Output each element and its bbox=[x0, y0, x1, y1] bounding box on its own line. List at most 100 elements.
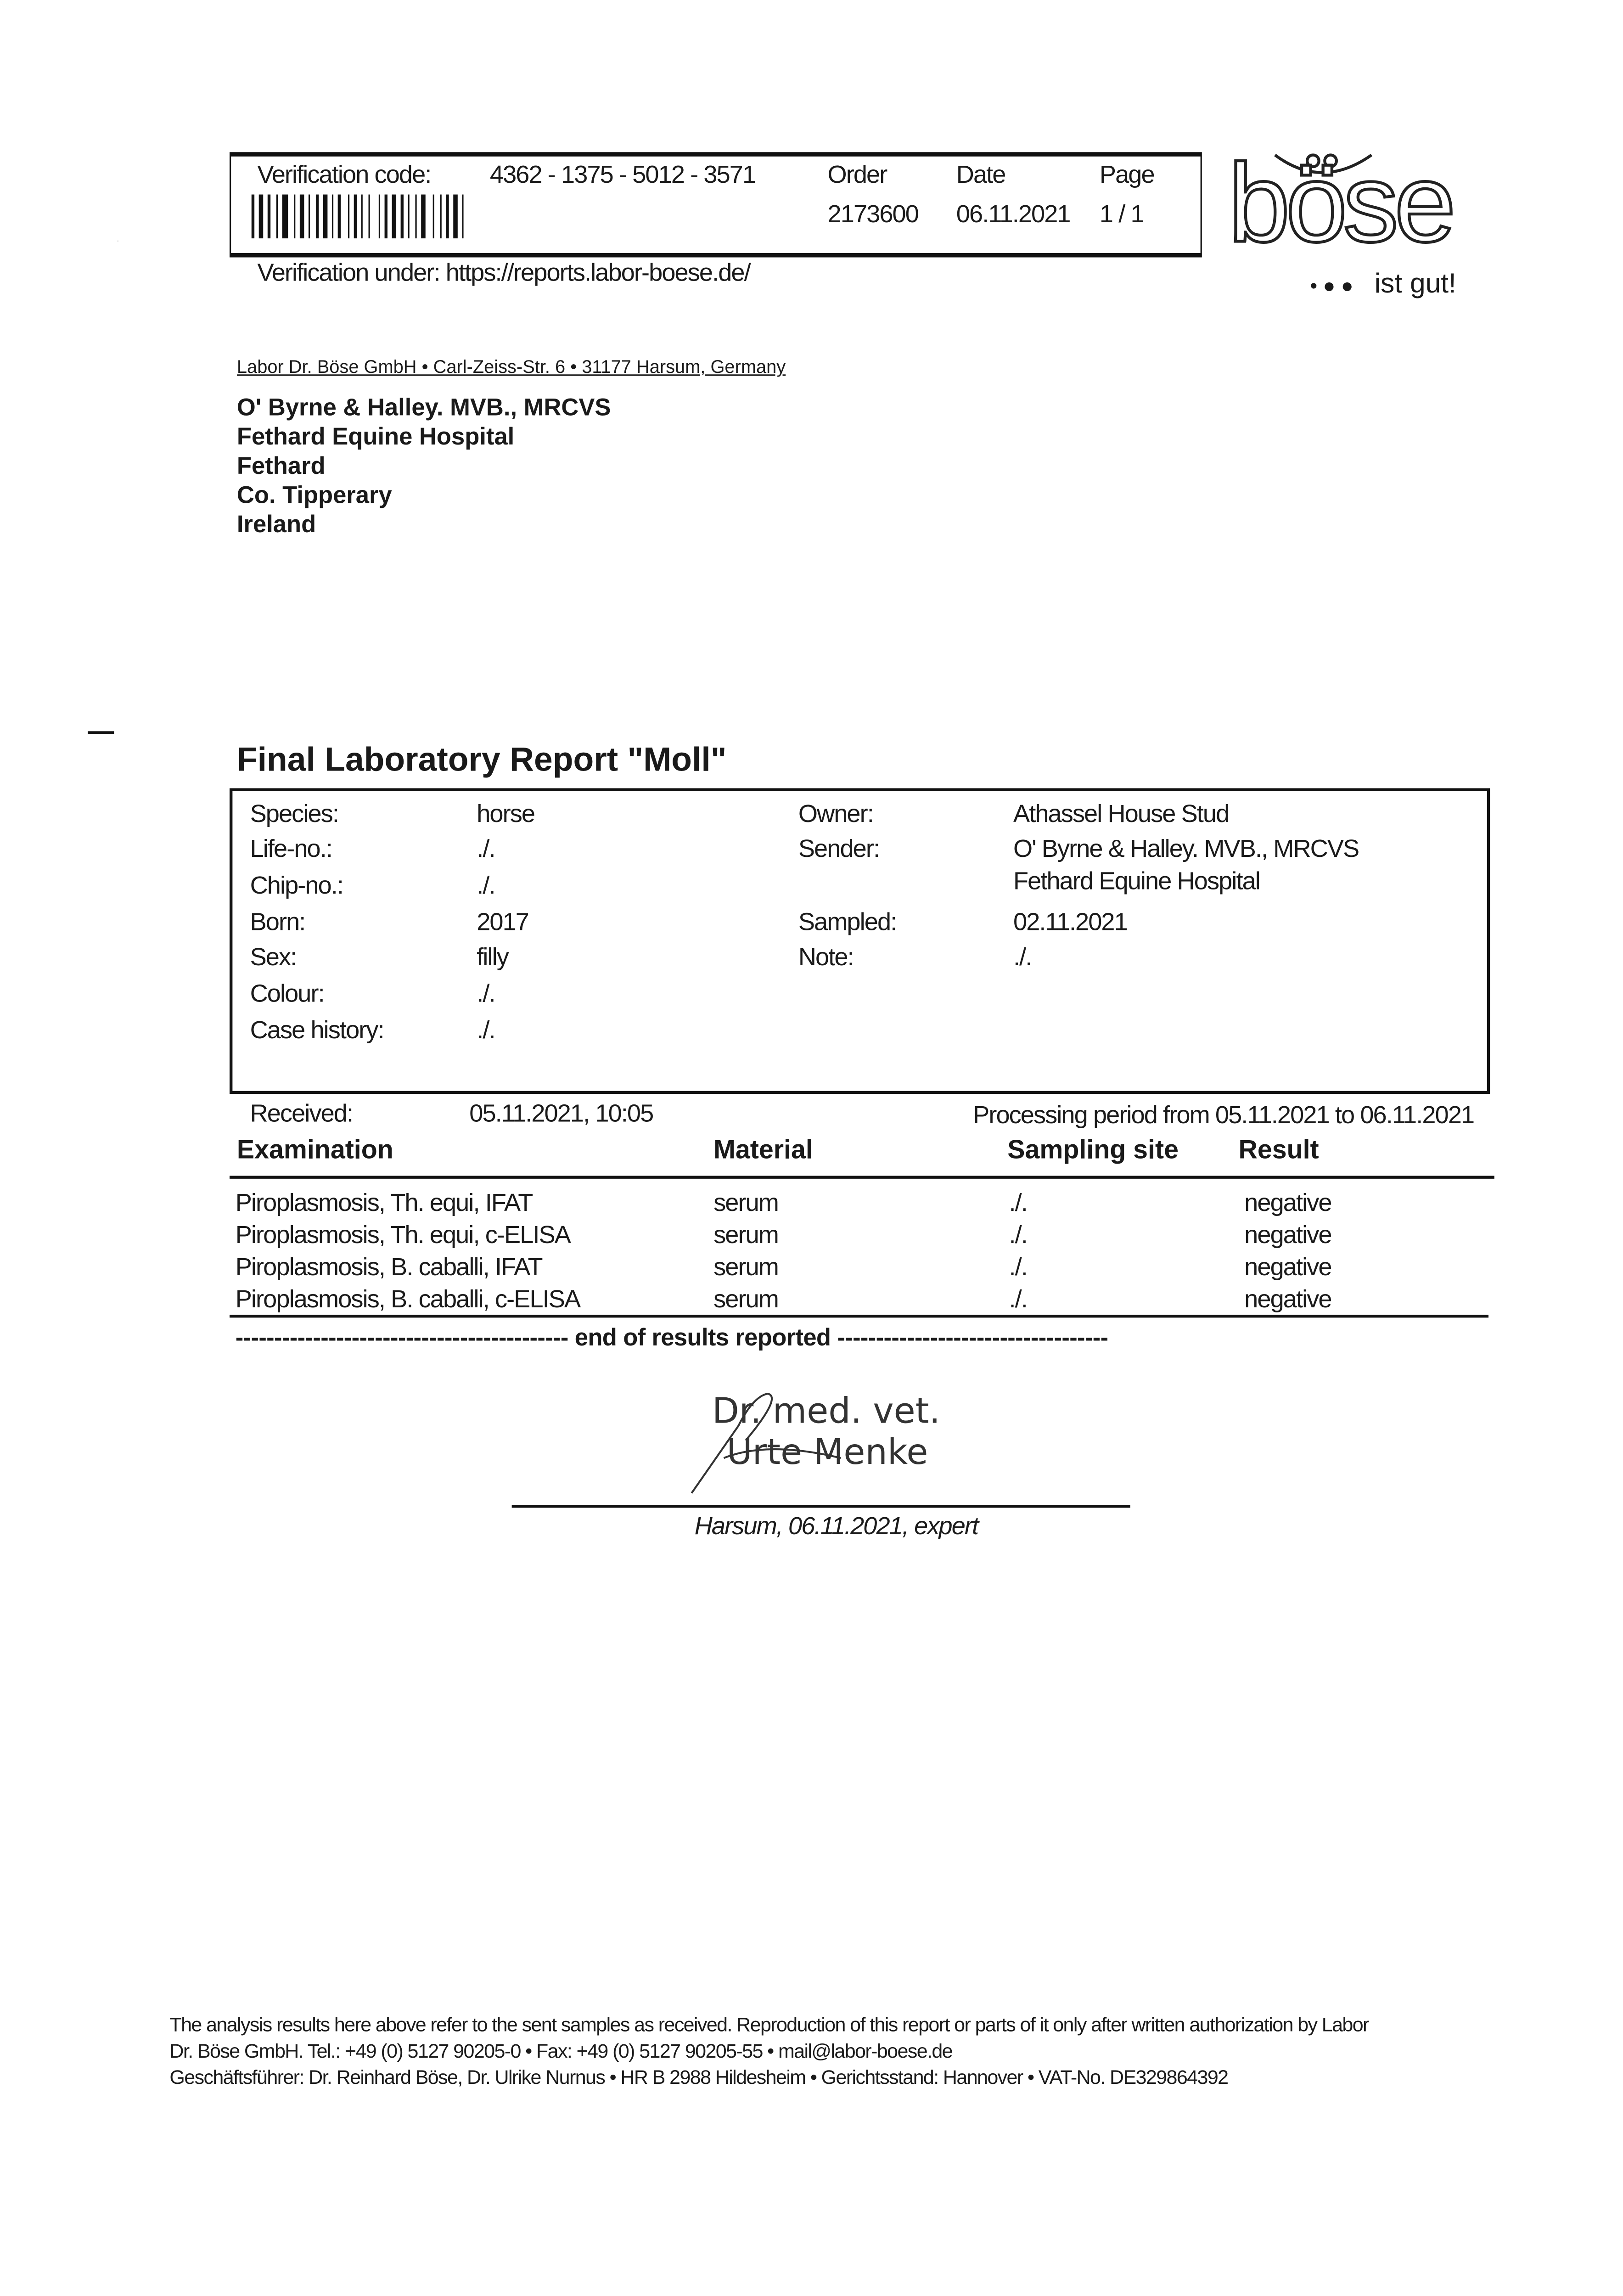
patient-field-value: filly bbox=[477, 943, 509, 971]
barcode-bar bbox=[354, 194, 357, 239]
processing-period: Processing period from 05.11.2021 to 06.… bbox=[973, 1101, 1475, 1129]
table-cell: ./. bbox=[1009, 1285, 1028, 1313]
barcode-bar bbox=[378, 194, 381, 239]
fold-mark bbox=[88, 731, 114, 734]
barcode-bar bbox=[392, 194, 397, 239]
table-cell: serum bbox=[713, 1253, 779, 1281]
barcode-bar bbox=[405, 194, 407, 239]
dots-icon: • ● ● bbox=[1310, 273, 1353, 297]
signature-line bbox=[511, 1505, 1130, 1507]
page-label: Page bbox=[1099, 161, 1155, 189]
barcode-bar bbox=[256, 194, 258, 239]
barcode-bar bbox=[294, 194, 296, 239]
end-of-results: ----------------------------------------… bbox=[235, 1325, 1108, 1351]
barcode-bar bbox=[267, 194, 271, 239]
barcode-bar bbox=[398, 194, 399, 239]
col-sampling-site: Sampling site bbox=[1007, 1135, 1179, 1165]
barcode-bar bbox=[400, 194, 404, 239]
patient-field-value: 02.11.2021 bbox=[1013, 908, 1128, 936]
sender-address-line: Labor Dr. Böse GmbH • Carl-Zeiss-Str. 6 … bbox=[236, 357, 786, 377]
received-label: Received: bbox=[250, 1099, 354, 1128]
patient-field-value: ./. bbox=[477, 872, 495, 900]
barcode-bar bbox=[289, 194, 292, 239]
signature-title: Dr. med. vet. bbox=[712, 1390, 940, 1432]
table-cell: ./. bbox=[1009, 1221, 1028, 1249]
barcode-bar bbox=[446, 194, 449, 239]
barcode-bar bbox=[440, 194, 442, 239]
patient-field-value: O' Byrne & Halley. MVB., MRCVS bbox=[1013, 835, 1359, 863]
patient-field-value: ./. bbox=[1013, 943, 1032, 971]
barcode-bar bbox=[342, 194, 347, 239]
patient-field-value: ./. bbox=[477, 979, 495, 1008]
col-material: Material bbox=[713, 1135, 813, 1165]
barcode-bar bbox=[443, 194, 445, 239]
patient-field-value: Fethard Equine Hospital bbox=[1013, 867, 1261, 895]
table-cell: ./. bbox=[1009, 1189, 1028, 1217]
patient-field-label: Species: bbox=[250, 800, 339, 828]
barcode-bar bbox=[408, 194, 410, 239]
table-cell: Piroplasmosis, B. caballi, IFAT bbox=[235, 1253, 543, 1281]
patient-info-box bbox=[229, 788, 1490, 1094]
verification-box bbox=[229, 152, 1202, 258]
barcode-bar bbox=[371, 194, 377, 239]
table-cell: negative bbox=[1244, 1285, 1332, 1313]
barcode-bar bbox=[258, 194, 264, 239]
boese-logo: böse • ● ● ist gut! bbox=[1227, 141, 1477, 307]
table-cell: negative bbox=[1244, 1253, 1332, 1281]
barcode-bar bbox=[368, 194, 370, 239]
patient-field-label: Chip-no.: bbox=[250, 872, 344, 900]
barcode-bar bbox=[337, 194, 341, 239]
table-cell: Piroplasmosis, Th. equi, c-ELISA bbox=[235, 1221, 571, 1249]
barcode-bar bbox=[415, 194, 417, 239]
patient-field-label: Life-no.: bbox=[250, 835, 333, 863]
order-value: 2173600 bbox=[827, 200, 919, 228]
recipient-line: O' Byrne & Halley. MVB., MRCVS bbox=[236, 394, 611, 422]
col-result: Result bbox=[1238, 1135, 1319, 1165]
patient-field-label: Sex: bbox=[250, 943, 298, 971]
patient-field-label: Note: bbox=[798, 943, 854, 971]
barcode-bar bbox=[279, 194, 281, 239]
barcode-bar bbox=[465, 194, 468, 239]
logo-tagline: ist gut! bbox=[1374, 269, 1456, 300]
barcode-bar bbox=[459, 194, 461, 239]
footer-line: Geschäftsführer: Dr. Reinhard Böse, Dr. … bbox=[169, 2066, 1229, 2088]
barcode-bar bbox=[436, 194, 439, 239]
footer-line: The analysis results here above refer to… bbox=[169, 2014, 1369, 2036]
patient-field-value: ./. bbox=[477, 1016, 495, 1044]
barcode-bar bbox=[382, 194, 383, 239]
patient-field-value: horse bbox=[477, 800, 535, 828]
table-cell: serum bbox=[713, 1285, 779, 1313]
signature-caption: Harsum, 06.11.2021, expert bbox=[694, 1512, 979, 1540]
table-cell: Piroplasmosis, Th. equi, IFAT bbox=[235, 1189, 534, 1217]
verification-url: Verification under: https://reports.labo… bbox=[257, 259, 751, 287]
barcode-bar bbox=[364, 194, 367, 239]
barcode-bar bbox=[305, 194, 307, 239]
barcode-bar bbox=[410, 194, 414, 239]
col-examination: Examination bbox=[236, 1135, 393, 1165]
table-cell: serum bbox=[713, 1189, 779, 1217]
date-label: Date bbox=[956, 161, 1006, 189]
table-cell: Piroplasmosis, B. caballi, c-ELISA bbox=[235, 1285, 581, 1313]
patient-field-label: Colour: bbox=[250, 979, 325, 1008]
barcode-bar bbox=[389, 194, 391, 239]
barcode-bar bbox=[329, 194, 331, 239]
patient-field-label: Case history: bbox=[250, 1016, 385, 1044]
barcode-bar bbox=[348, 194, 350, 239]
barcode-bar bbox=[358, 194, 360, 239]
barcode-bar bbox=[323, 194, 328, 239]
divider bbox=[229, 1176, 1494, 1179]
barcode-bar bbox=[297, 194, 298, 239]
barcode-bar bbox=[361, 194, 363, 239]
table-cell: ./. bbox=[1009, 1253, 1028, 1281]
patient-field-value: ./. bbox=[477, 835, 495, 863]
patient-field-label: Sampled: bbox=[798, 908, 897, 936]
handwritten-signature-icon bbox=[691, 1392, 841, 1494]
barcode-bar bbox=[276, 194, 278, 239]
barcode-bar bbox=[450, 194, 452, 239]
table-cell: negative bbox=[1244, 1221, 1332, 1249]
logo-wordmark: böse bbox=[1227, 141, 1458, 266]
barcode-bar bbox=[418, 194, 420, 239]
barcode-bar bbox=[335, 194, 337, 239]
smile-icon bbox=[1274, 153, 1373, 174]
barcode-bar bbox=[315, 194, 319, 239]
